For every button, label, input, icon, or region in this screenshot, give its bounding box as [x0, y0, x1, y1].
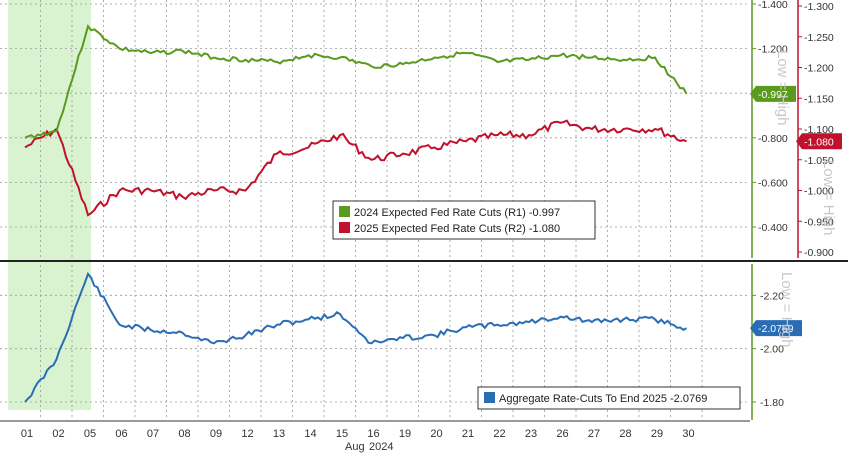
- r2-tick-label: -1.100: [804, 124, 834, 136]
- r2-tick-label: -1.200: [804, 63, 834, 75]
- r1-tick-label: -0.800: [758, 133, 788, 145]
- x-tick-label: 29: [651, 428, 663, 440]
- last-value-tag-2024: -0.997: [750, 85, 796, 102]
- legend-bottom: Aggregate Rate-Cuts To End 2025 -2.0769: [477, 386, 741, 410]
- series-line-2024-expected-cuts: [24, 24, 688, 140]
- legend-top-label: 2024 Expected Fed Rate Cuts (R1) -0.997: [354, 207, 560, 219]
- r2-tick-label: -1.300: [804, 1, 834, 13]
- legend-top-swatch: [339, 206, 350, 217]
- side-label-top: Low = High: [774, 50, 791, 125]
- legend-top-label: 2025 Expected Fed Rate Cuts (R2) -1.080: [354, 223, 560, 235]
- last-value-tag-2024-text: -0.997: [758, 89, 788, 101]
- bottom-tick-label: -2.20: [760, 290, 784, 302]
- bottom-tick-label: -2.00: [760, 344, 784, 356]
- r2-tick-label: -1.250: [804, 32, 834, 44]
- series-line-aggregate-rate-cuts: [24, 272, 687, 403]
- last-value-tag-aggregate-shape: [750, 320, 802, 337]
- x-tick-label: 23: [525, 428, 537, 440]
- r1-tick-label: -0.400: [758, 222, 788, 234]
- x-tick-label: 19: [399, 428, 411, 440]
- x-tick-label: 16: [367, 428, 379, 440]
- x-tick-label: 27: [588, 428, 600, 440]
- r1-tick-label: -1.400: [758, 0, 788, 11]
- side-label-bottom: Low = High: [778, 272, 795, 347]
- r1-tick-label: -1.200: [758, 44, 788, 56]
- x-tick-label: 21: [462, 428, 474, 440]
- legend-top-box: [332, 200, 596, 240]
- x-tick-label: 06: [115, 428, 127, 440]
- r2-tick-label: -1.000: [804, 186, 834, 198]
- bottom-tick-label: -1.80: [760, 397, 784, 409]
- x-tick-label: 12: [241, 428, 253, 440]
- x-tick-label: 30: [682, 428, 694, 440]
- x-tick-label: 26: [556, 428, 568, 440]
- legend-top: 2024 Expected Fed Rate Cuts (R1) -0.997 2…: [332, 200, 596, 240]
- r2-tick-label: -1.050: [804, 155, 834, 167]
- x-tick-label: 28: [619, 428, 631, 440]
- x-tick-label: 08: [178, 428, 190, 440]
- last-value-tag-2025-text: -1.080: [804, 136, 834, 148]
- highlight-band: [8, 0, 91, 410]
- r2-tick-label: -0.900: [804, 247, 834, 259]
- x-tick-label: 01: [21, 428, 33, 440]
- x-tick-label: 07: [147, 428, 159, 440]
- x-year-label: 2024: [369, 441, 393, 453]
- last-value-tag-2025-shape: [796, 133, 842, 150]
- series-line-2025-expected-cuts: [24, 119, 687, 217]
- x-tick-label: 09: [210, 428, 222, 440]
- x-tick-label: 02: [52, 428, 64, 440]
- last-value-tag-aggregate-text: -2.0769: [758, 323, 794, 335]
- last-value-tag-aggregate: -2.0769: [750, 320, 802, 337]
- legend-bottom-box: [477, 386, 741, 410]
- x-tick-label: 20: [430, 428, 442, 440]
- r2-tick-label: -1.150: [804, 93, 834, 105]
- legend-top-swatch: [339, 222, 350, 233]
- last-value-tag-2024-shape: [750, 85, 796, 102]
- x-tick-label: 13: [273, 428, 285, 440]
- side-label-top-right: Low = High: [820, 160, 837, 235]
- last-value-tag-2025: -1.080: [796, 133, 842, 150]
- x-month-label: Aug: [345, 441, 365, 453]
- r2-tick-label: -0.950: [804, 216, 834, 228]
- x-tick-label: 15: [336, 428, 348, 440]
- x-tick-label: 05: [84, 428, 96, 440]
- legend-bottom-label: Aggregate Rate-Cuts To End 2025 -2.0769: [499, 393, 707, 405]
- x-tick-label: 22: [493, 428, 505, 440]
- r1-tick-label: -0.600: [758, 177, 788, 189]
- x-tick-label: 14: [304, 428, 316, 440]
- legend-bottom-swatch: [484, 392, 495, 403]
